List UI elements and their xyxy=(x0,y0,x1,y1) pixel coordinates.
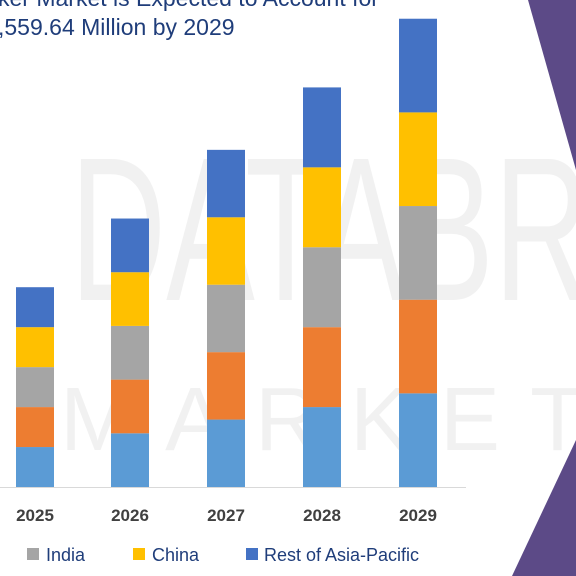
legend-label-india: India xyxy=(46,545,86,565)
x-tick-labels: 2025 2026 2027 2028 2029 xyxy=(16,506,437,525)
bar-2028-segment-5 xyxy=(303,87,341,168)
bar-2029-segment-2 xyxy=(399,299,437,394)
bar-2029-segment-1 xyxy=(399,393,437,487)
bar-2028-segment-1 xyxy=(303,407,341,487)
chart-title-line-2: ,559.64 Million by 2029 xyxy=(0,14,235,40)
x-tick-label-2026: 2026 xyxy=(111,506,149,525)
bar-2026-segment-3 xyxy=(111,325,149,380)
bar-2027-segment-5 xyxy=(207,149,245,218)
bar-2025-segment-4 xyxy=(16,327,54,368)
legend-swatch-rest-of-asia-pacific xyxy=(246,548,258,560)
bar-2025-segment-1 xyxy=(16,447,54,487)
x-tick-label-2027: 2027 xyxy=(207,506,245,525)
bar-2029-segment-4 xyxy=(399,112,437,207)
x-tick-label-2028: 2028 xyxy=(303,506,341,525)
bar-2028-segment-4 xyxy=(303,167,341,248)
bar-group xyxy=(16,18,437,487)
bar-2026-segment-5 xyxy=(111,218,149,273)
chart-title-line-1: ker Market is Expected to Account for xyxy=(0,0,379,11)
bar-2027-segment-2 xyxy=(207,352,245,420)
bar-2027-segment-4 xyxy=(207,217,245,285)
bar-2025-segment-2 xyxy=(16,407,54,448)
bar-2026-segment-2 xyxy=(111,379,149,434)
bar-2027-segment-1 xyxy=(207,419,245,487)
bar-2025-segment-5 xyxy=(16,287,54,328)
bar-2026-segment-4 xyxy=(111,272,149,326)
corner-decoration-top xyxy=(528,0,576,170)
bar-2029-segment-3 xyxy=(399,206,437,300)
bar-2025-segment-3 xyxy=(16,367,54,408)
x-tick-label-2025: 2025 xyxy=(16,506,54,525)
legend-swatch-china xyxy=(133,548,145,560)
bar-2027-segment-3 xyxy=(207,284,245,353)
bar-2029-segment-5 xyxy=(399,18,437,113)
bar-2028-segment-3 xyxy=(303,247,341,328)
legend: India China Rest of Asia-Pacific xyxy=(27,545,419,565)
legend-label-rest-of-asia-pacific: Rest of Asia-Pacific xyxy=(264,545,419,565)
x-tick-label-2029: 2029 xyxy=(399,506,437,525)
legend-swatch-india xyxy=(27,548,39,560)
bar-2028-segment-2 xyxy=(303,327,341,408)
bar-2026-segment-1 xyxy=(111,433,149,487)
corner-decoration-bottom xyxy=(512,440,576,576)
legend-label-china: China xyxy=(152,545,200,565)
